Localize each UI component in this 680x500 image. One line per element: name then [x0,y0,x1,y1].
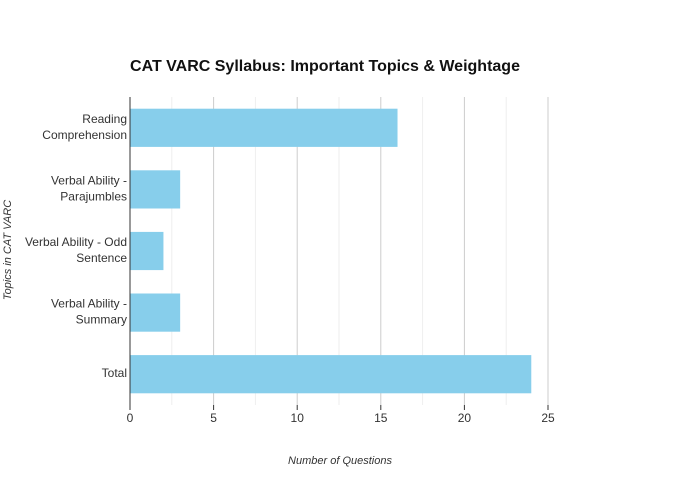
y-tick-label: Verbal Ability -Parajumbles [51,174,127,204]
y-tick-label: Total [102,366,127,380]
bar [130,231,164,271]
x-tick-label: 5 [210,411,217,425]
x-axis-label: Number of Questions [288,455,392,467]
y-tick-label: Verbal Ability - Odd Sentence [25,235,127,265]
y-tick-label: Reading Comprehension [42,112,127,142]
x-tick-label: 15 [374,411,388,425]
y-axis-label: Topics in CAT VARC [2,200,14,300]
y-tick-label: Verbal Ability -Summary [51,297,127,327]
x-tick-label: 10 [291,411,305,425]
bar [130,170,181,209]
bar [130,293,181,332]
bar [130,355,532,394]
x-tick-label: 0 [127,411,134,425]
bar [130,108,398,147]
x-tick-label: 20 [458,411,472,425]
chart-title: CAT VARC Syllabus: Important Topics & We… [130,58,520,75]
x-tick-label: 25 [541,411,555,425]
